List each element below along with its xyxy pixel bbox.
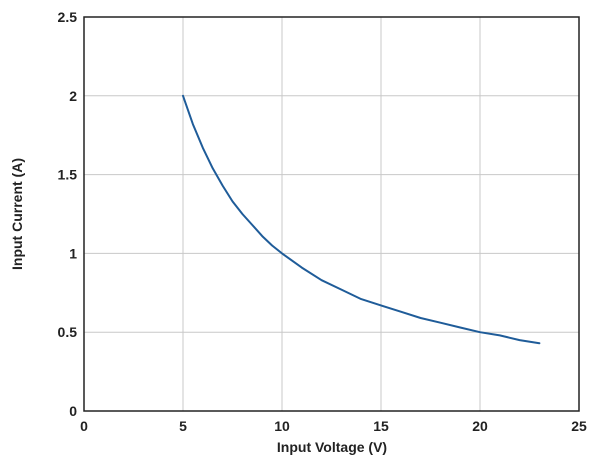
x-tick-label: 0 [80, 418, 88, 434]
x-tick-label: 10 [274, 418, 290, 434]
x-tick-label: 5 [179, 418, 187, 434]
x-tick-label: 25 [571, 418, 587, 434]
x-axis-title: Input Voltage (V) [277, 439, 387, 455]
y-tick-label: 0 [69, 403, 77, 419]
y-tick-label: 1.5 [58, 167, 78, 183]
plot-frame [83, 16, 580, 412]
x-tick-label: 20 [472, 418, 488, 434]
grid [84, 17, 579, 411]
series-layer [182, 94, 541, 345]
tick-labels: 0 5 10 15 20 25 0 0.5 1 1.5 2 2.5 [58, 9, 587, 434]
y-tick-label: 2.5 [58, 9, 78, 25]
y-tick-label: 1 [69, 245, 77, 261]
x-tick-label: 15 [373, 418, 389, 434]
y-tick-label: 2 [69, 88, 77, 104]
y-axis-title: Input Current (A) [9, 158, 25, 270]
series-line [182, 94, 541, 345]
y-tick-label: 0.5 [58, 324, 78, 340]
